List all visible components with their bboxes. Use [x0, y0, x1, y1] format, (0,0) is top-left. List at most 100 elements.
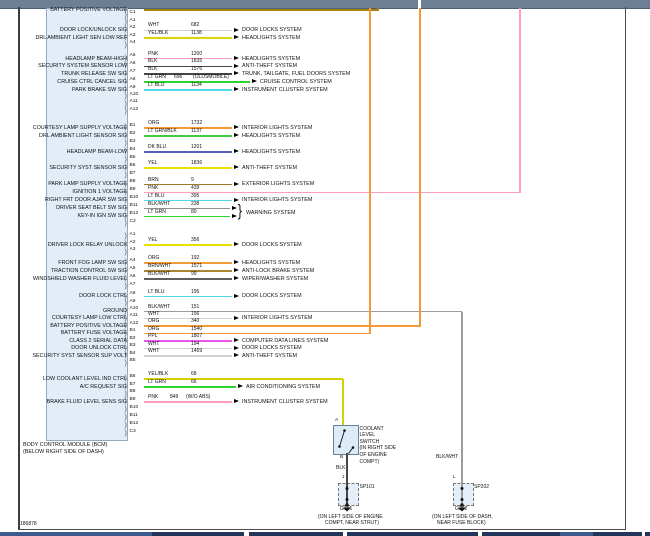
pin-bracket: ) — [124, 139, 127, 148]
pin-bracket: ) — [124, 359, 127, 367]
next-page-edge-segment — [152, 532, 244, 536]
wire-color-label: LT GRN — [148, 208, 166, 215]
pin-label-a4: A4 — [129, 40, 136, 46]
wire-color-label: BLK — [148, 58, 158, 65]
pin-bracket: ) — [124, 188, 127, 196]
wire-line — [144, 310, 462, 313]
wire-destination-arrow — [234, 63, 239, 68]
next-page-edge-segment — [482, 532, 560, 536]
pin-label-c1: C1 — [129, 10, 136, 15]
pin-label-a7: A7 — [129, 281, 136, 287]
pin-label-b10: B10 — [129, 195, 139, 200]
destination-system-label: HEADLIGHTS SYSTEM — [242, 259, 301, 266]
signal-label: LOW COOLANT LEVEL IND CTRL — [42, 375, 127, 382]
coolant-yellow-drop — [342, 379, 344, 425]
pin-label-b11: B11 — [129, 412, 138, 418]
wire-destination-arrow — [234, 399, 239, 404]
pin-bracket: ) — [124, 171, 127, 180]
wire-destination-arrow — [234, 260, 239, 265]
g202-label: G202 — [455, 506, 468, 512]
coolant-switch-symbol — [338, 429, 355, 454]
pin-bracket: ) — [124, 163, 127, 172]
destination-system-label: CRUISE CONTROL SYSTEM — [260, 78, 332, 85]
wire-circuit-number: 849 — [170, 394, 179, 400]
pin-bracket: ) — [124, 5, 127, 14]
pin-bracket: ) — [124, 329, 127, 337]
wire-line — [144, 167, 232, 169]
wire-circuit-number: 1459 — [191, 348, 203, 354]
wire-line — [144, 127, 232, 129]
wire-line — [144, 270, 232, 272]
next-page-edge-segment — [347, 532, 478, 536]
signal-label: DRIVER LOCK RELAY UNLOCK — [47, 241, 127, 248]
wire-line — [144, 9, 378, 11]
warning-system-brace: } — [237, 201, 243, 220]
signal-label: CLASS 2 SERIAL DATA — [69, 337, 127, 344]
pin-label-b5: B5 — [129, 358, 136, 363]
wire-color-label: LT GRN — [148, 379, 166, 385]
signal-label: CRUISE CTRL CANCEL SIG — [57, 78, 127, 85]
pin-label-a12: A12 — [129, 106, 139, 112]
pin-label-b12: B12 — [129, 420, 139, 426]
wire-line — [144, 151, 232, 153]
signal-label: GROUND — [103, 308, 127, 315]
signal-label: SECURITY SYSTEM SENSOR LOW — [38, 63, 127, 70]
g101-location-line1: (ON LEFT SIDE OF ENGINE — [318, 513, 383, 520]
pin-label-b6: B6 — [129, 162, 136, 168]
wire-destination-arrow — [234, 125, 239, 130]
wire-color-label: LT GRN — [148, 74, 166, 80]
pin-bracket: ) — [124, 204, 127, 212]
coolant-switch-name-line: LEVEL — [359, 432, 376, 439]
pin-label-a11: A11 — [129, 313, 138, 318]
signal-label: COURTESY LAMP SUPPLY VOLTAGE — [32, 124, 127, 131]
wire-circuit-number: 99 — [191, 271, 197, 277]
coolant-switch-name-line: COOLANT — [359, 425, 384, 432]
wire-circuit-number: 151 — [191, 303, 200, 310]
next-page-edge-segment — [593, 532, 642, 536]
pin-label-a2: A2 — [129, 24, 136, 30]
wire-color-label: PNK — [148, 394, 159, 400]
coolant-level-switch-box — [333, 425, 359, 455]
g101-ground-symbol — [343, 502, 351, 511]
destination-system-label: ANTI-THEFT SYSTEM — [242, 63, 298, 70]
signal-label: HEADLAMP BEAM-HIGH — [65, 55, 127, 62]
wire-destination-arrow — [234, 345, 239, 350]
wire-color-label: LT GRN/BLK — [148, 128, 177, 134]
wire-line — [144, 81, 250, 83]
wire-circuit-number: 80 — [191, 208, 197, 215]
battery-fuse-orange-riser — [369, 8, 371, 335]
destination-system-label: HEADLIGHTS SYSTEM — [242, 55, 301, 62]
wire-destination-arrow — [234, 87, 239, 92]
wire-line — [144, 262, 232, 264]
pin-bracket: ) — [124, 25, 127, 34]
pin-bracket: ) — [124, 405, 127, 414]
signal-label: PARK LAMP SUPPLY VOLTAGE — [48, 181, 127, 188]
wire-color-label: BRN/WHT — [148, 263, 172, 269]
wire-circuit-number: 340 — [191, 318, 200, 324]
wire-color-label: WHT — [148, 22, 160, 29]
pin-bracket: ) — [124, 390, 127, 398]
wire-line — [144, 183, 232, 186]
pin-label-b2: B2 — [129, 130, 136, 136]
pin-bracket: ) — [124, 397, 127, 406]
wire-circuit-number: 156 — [191, 310, 200, 317]
destination-system-label: HEADLIGHTS SYSTEM — [242, 148, 301, 155]
pin-bracket: ) — [124, 131, 127, 140]
destination-system-label: ANTI-THEFT SYSTEM — [242, 352, 298, 359]
pin-label-a3: A3 — [129, 247, 136, 252]
signal-label: DRIVER SEAT BELT SW SIG — [56, 205, 127, 212]
wire-color-label: YEL/BLK — [148, 30, 169, 36]
signal-label: IGNITION 1 VOLTAGE — [72, 189, 127, 196]
pin-label-a10: A10 — [129, 91, 139, 97]
pin-label-a5: A5 — [129, 265, 136, 271]
wire-color-label: DK BLU — [148, 144, 167, 150]
pin-label-b9: B9 — [129, 396, 136, 402]
pin-label-b1: B1 — [129, 122, 136, 128]
pin-bracket: ) — [124, 336, 127, 345]
signal-label: HEADLAMP BEAM-LOW — [66, 148, 127, 155]
signal-label: BATTERY FUSE VOLTAGE — [60, 330, 127, 337]
page-border-right — [624, 7, 626, 529]
destination-system-label: INSTRUMENT CLUSTER SYSTEM — [242, 86, 328, 93]
wire-color-label: ORG — [148, 255, 160, 261]
